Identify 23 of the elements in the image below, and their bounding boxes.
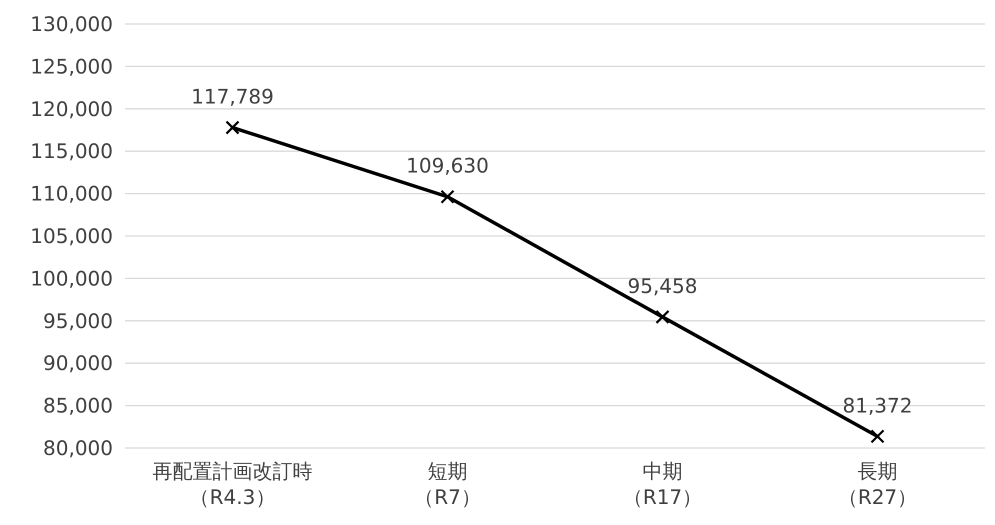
point [870,429,885,444]
y-tick-label: 95,000 [43,308,113,333]
point [225,120,240,135]
y-tick-label: 120,000 [30,96,113,121]
point [440,190,455,204]
x-tick-label: 短期（R7） [414,459,481,509]
data-label: 109,630 [406,154,489,178]
y-tick-label: 100,000 [30,266,113,290]
y-tick-label: 90,000 [43,351,113,376]
y-tick-label: 85,000 [43,394,113,418]
data-label: 81,372 [842,393,912,418]
x-tick-label: 長期（R27） [838,459,918,509]
y-tick-label: 80,000 [43,436,113,460]
y-tick-label: 110,000 [30,182,113,206]
data-label: 95,458 [628,274,698,298]
x-tick-label: 中期（R17） [622,459,702,509]
data-label: 117,789 [191,84,274,109]
y-tick-label: 125,000 [30,54,113,78]
x-tick-label: 再配置計画改訂時（R4.3） [152,459,312,509]
point [655,310,670,324]
y-tick-label: 105,000 [30,224,113,248]
y-tick-label: 115,000 [30,139,113,164]
y-tick-label: 130,000 [30,12,113,36]
